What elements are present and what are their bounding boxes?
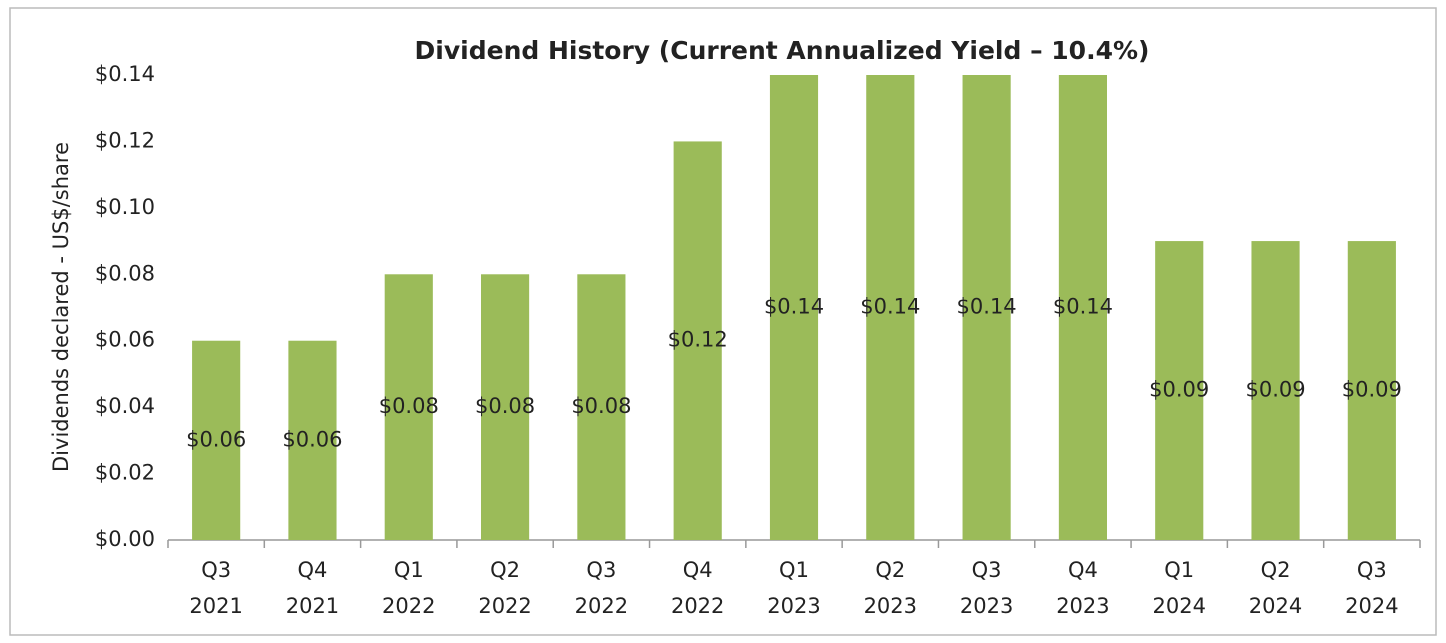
data-label: $0.12 bbox=[668, 328, 728, 352]
x-tick-label: Q1 2022 bbox=[382, 558, 436, 618]
chart-title: Dividend History (Current Annualized Yie… bbox=[415, 36, 1150, 65]
y-tick-label: $0.02 bbox=[95, 461, 155, 485]
y-tick-label: $0.08 bbox=[95, 261, 155, 285]
data-label: $0.14 bbox=[764, 295, 824, 319]
x-tick-label: Q3 2023 bbox=[959, 558, 1014, 618]
data-label: $0.09 bbox=[1245, 378, 1305, 402]
bar bbox=[1058, 75, 1107, 540]
data-label: $0.14 bbox=[1053, 295, 1113, 319]
x-tick-label: Q2 2024 bbox=[1248, 558, 1303, 618]
x-tick-label: Q2 2023 bbox=[863, 558, 918, 618]
data-label: $0.14 bbox=[860, 295, 920, 319]
data-label: $0.08 bbox=[379, 394, 439, 418]
x-tick-label: Q1 2023 bbox=[767, 558, 821, 618]
x-tick-label: Q2 2022 bbox=[478, 558, 532, 618]
bar bbox=[1251, 241, 1300, 541]
y-axis-label: Dividends declared - US$/share bbox=[49, 142, 73, 472]
x-tick-label: Q3 2024 bbox=[1345, 558, 1399, 618]
data-label: $0.08 bbox=[571, 394, 631, 418]
data-label: $0.06 bbox=[186, 427, 246, 451]
bar bbox=[1347, 241, 1396, 541]
bar bbox=[673, 141, 722, 540]
bar bbox=[288, 340, 337, 540]
data-label: $0.06 bbox=[282, 427, 342, 451]
data-label: $0.09 bbox=[1342, 378, 1402, 402]
data-label: $0.14 bbox=[957, 295, 1017, 319]
x-tick-label: Q4 2023 bbox=[1056, 558, 1110, 618]
bar bbox=[866, 75, 915, 540]
x-tick-label: Q1 2024 bbox=[1152, 558, 1206, 618]
bar bbox=[481, 274, 530, 540]
data-label: $0.09 bbox=[1149, 378, 1209, 402]
y-tick-label: $0.14 bbox=[95, 62, 155, 86]
x-tick-label: Q4 2022 bbox=[670, 558, 725, 618]
y-tick-label: $0.00 bbox=[95, 527, 155, 551]
x-tick-label: Q3 2022 bbox=[574, 558, 629, 618]
y-tick-label: $0.06 bbox=[95, 328, 155, 352]
bar bbox=[1155, 241, 1204, 541]
bar bbox=[192, 340, 241, 540]
bar bbox=[769, 75, 819, 540]
x-tick-label: Q3 2021 bbox=[189, 558, 243, 618]
x-tick-label: Q4 2021 bbox=[285, 558, 340, 618]
chart-border bbox=[9, 7, 1437, 636]
y-tick-label: $0.12 bbox=[95, 128, 155, 152]
bar bbox=[384, 274, 433, 540]
bar bbox=[962, 75, 1011, 540]
data-label: $0.08 bbox=[475, 394, 535, 418]
y-tick-label: $0.04 bbox=[95, 394, 155, 418]
bar bbox=[577, 274, 626, 540]
y-tick-label: $0.10 bbox=[95, 195, 155, 219]
